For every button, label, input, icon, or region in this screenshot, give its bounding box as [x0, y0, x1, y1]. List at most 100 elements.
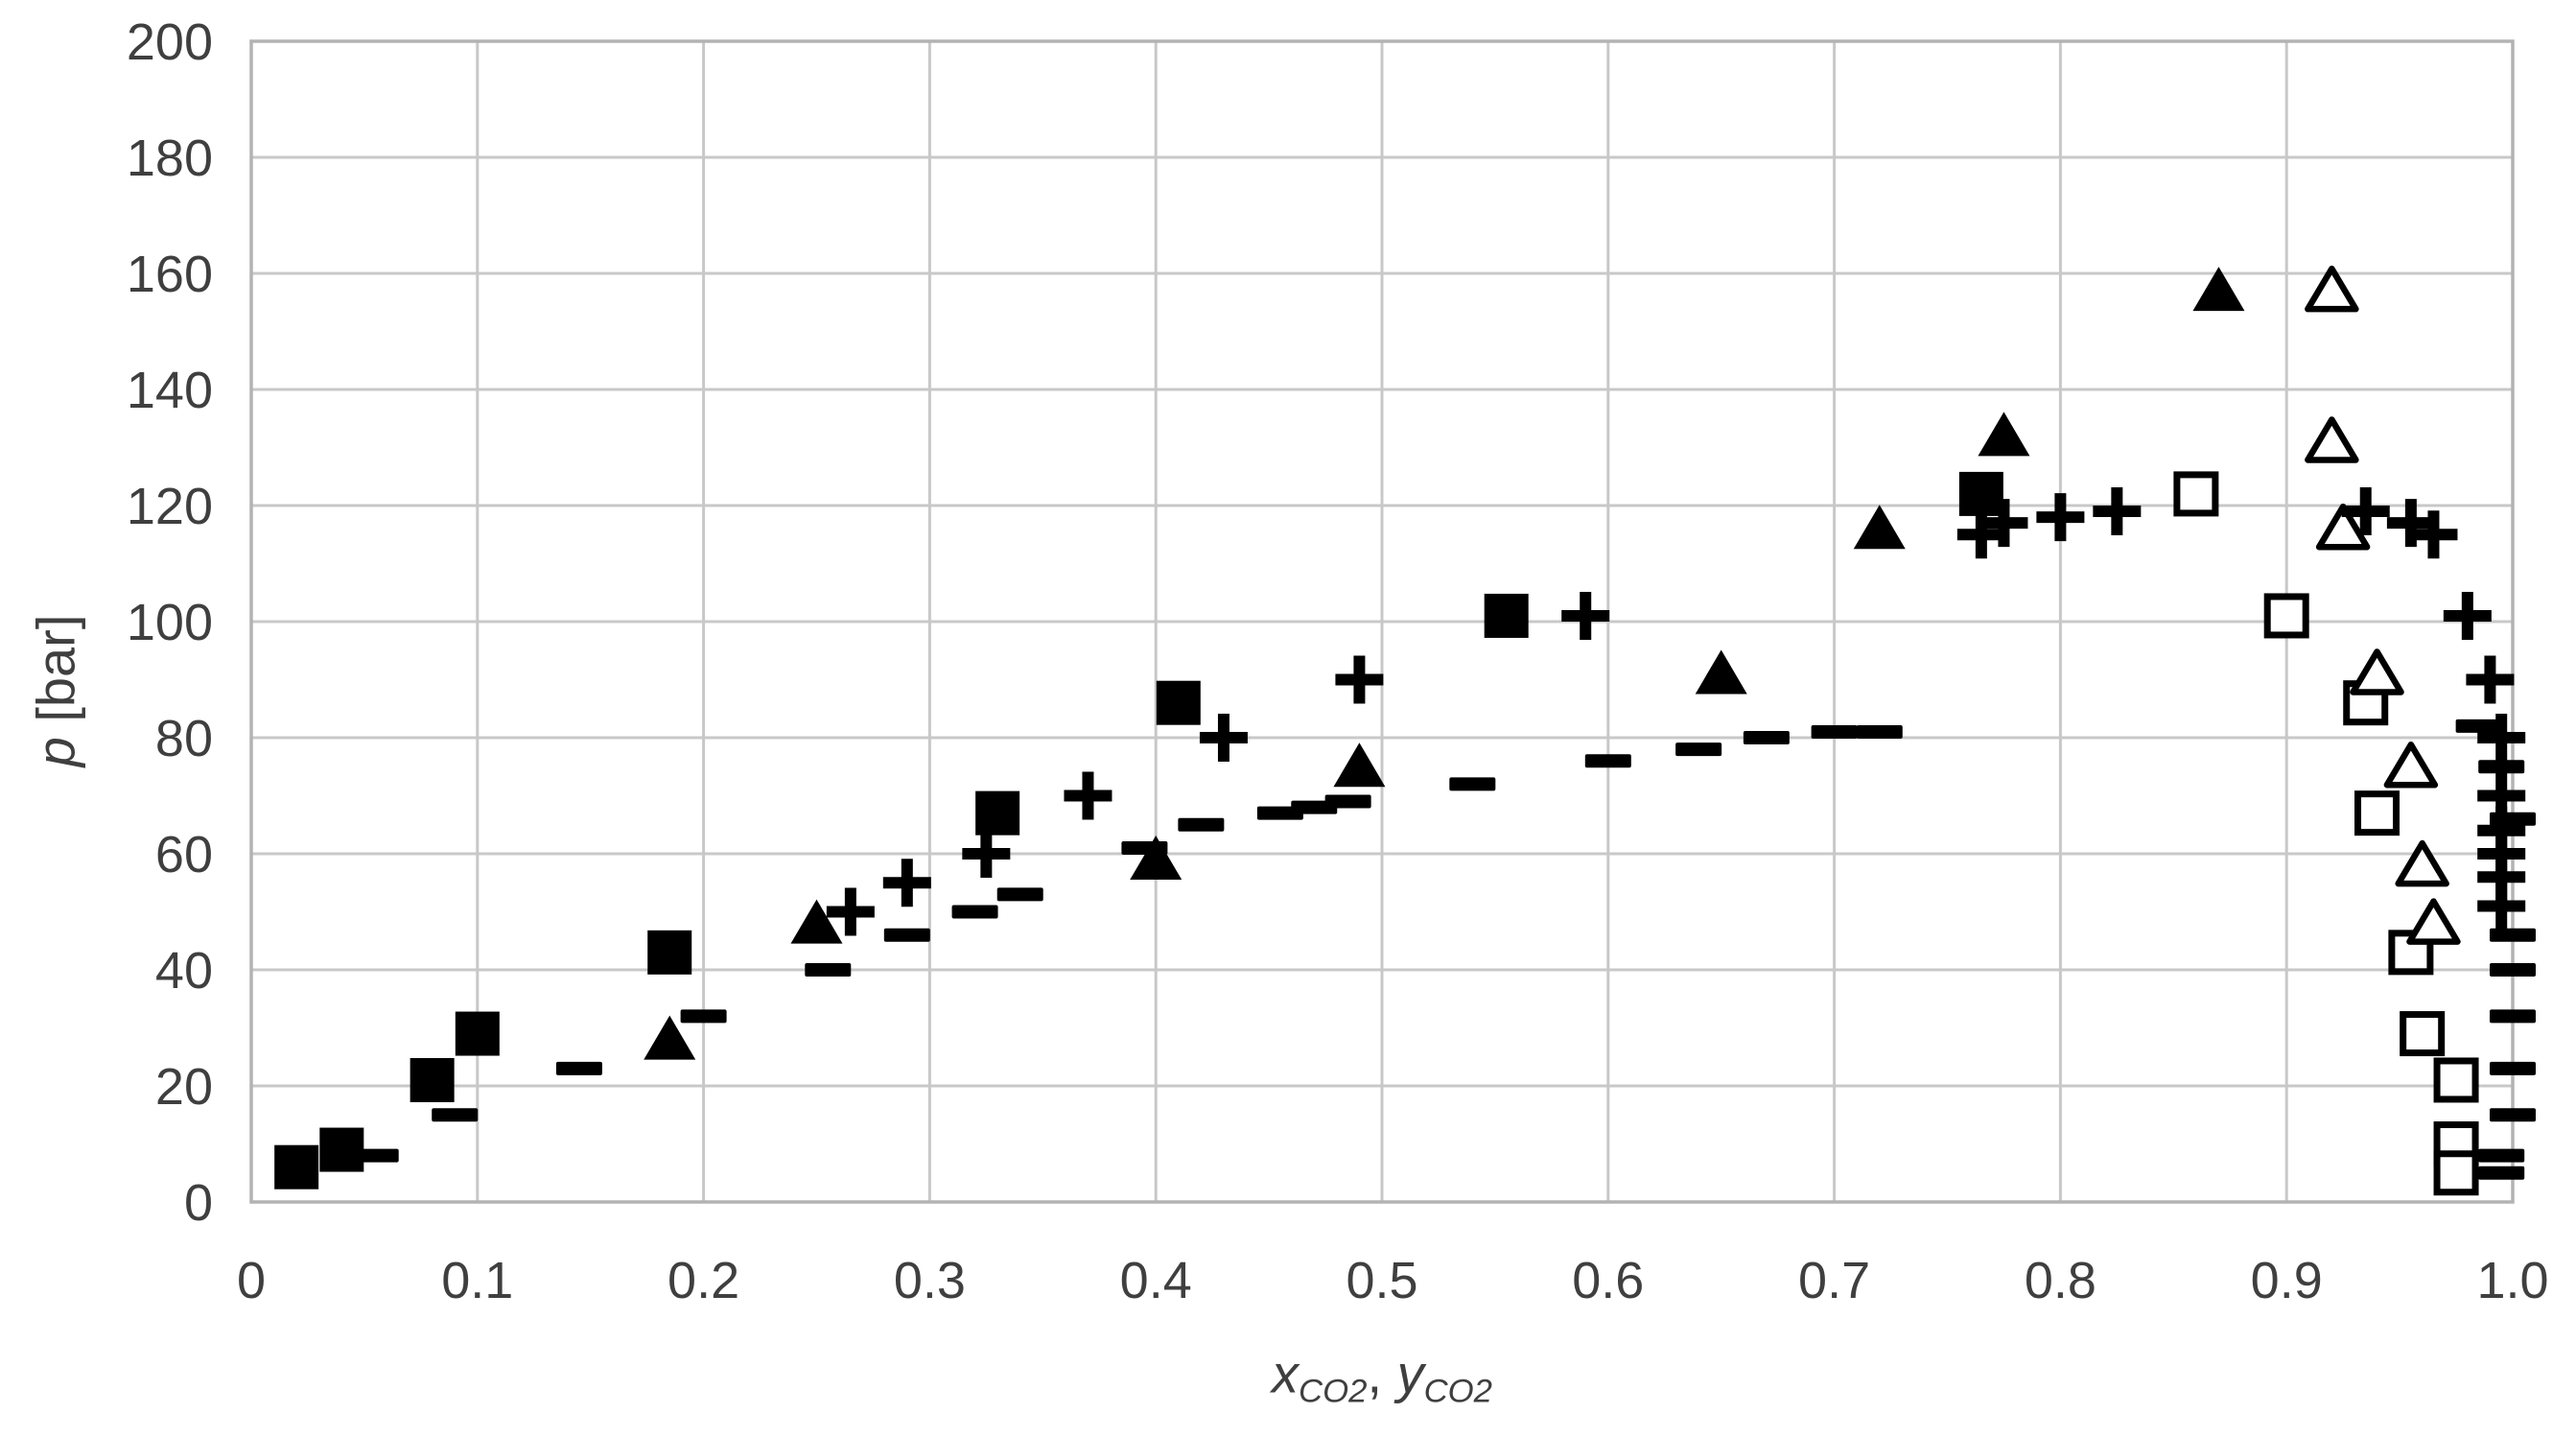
point-filled-triangle — [790, 899, 843, 944]
point-plus — [2409, 510, 2458, 559]
y-tick-label: 40 — [155, 942, 213, 1000]
point-filled-square — [1958, 471, 2003, 516]
point-filled-square — [647, 930, 692, 975]
point-plus — [962, 830, 1011, 878]
x-tick-label: 0.4 — [1120, 1252, 1192, 1309]
x-tick-label: 0.3 — [894, 1252, 966, 1309]
y-tick-label: 80 — [155, 710, 213, 767]
series-filled-square — [274, 471, 2003, 1190]
point-filled-triangle — [1853, 505, 1906, 550]
point-dash — [555, 1061, 602, 1075]
x-tick-label: 0.9 — [2251, 1252, 2323, 1309]
point-open-square — [2173, 471, 2219, 517]
point-dash — [1121, 840, 1168, 855]
x-axis-subscript-1: CO2 — [1299, 1373, 1368, 1410]
series-filled-triangle — [644, 267, 2245, 1060]
point-plus — [2466, 655, 2515, 704]
point-plus — [2093, 487, 2142, 536]
x-tick-label: 0.2 — [667, 1252, 739, 1309]
point-filled-triangle — [2192, 267, 2245, 312]
x-tick-label: 0.5 — [1346, 1252, 1417, 1309]
point-filled-square — [455, 1011, 500, 1056]
point-plus — [1199, 714, 1248, 762]
x-tick-label: 0 — [237, 1252, 266, 1309]
point-plus — [882, 859, 931, 907]
point-plus — [1979, 499, 2028, 548]
point-open-square — [2433, 1150, 2479, 1196]
point-open-triangle — [2305, 416, 2359, 463]
x-axis-separator: , — [1367, 1343, 1397, 1404]
point-filled-triangle — [1333, 742, 1386, 788]
series-dash — [352, 718, 2536, 1180]
point-filled-square — [1484, 593, 1529, 638]
y-tick-label: 60 — [155, 826, 213, 883]
point-open-triangle — [2395, 839, 2449, 887]
point-plus — [1561, 591, 1610, 640]
plot-border — [249, 39, 2515, 1204]
point-dash — [1811, 724, 1858, 739]
y-axis-unit: [bar] — [25, 614, 86, 722]
point-dash — [951, 905, 998, 919]
y-tick-label: 160 — [127, 246, 213, 303]
point-filled-square — [975, 790, 1020, 836]
point-dash — [2490, 1108, 2536, 1122]
point-dash — [680, 1009, 727, 1024]
x-axis-title: xCO2, yCO2 — [1272, 1343, 1492, 1410]
point-dash — [1178, 817, 1225, 832]
point-dash — [352, 1148, 399, 1163]
point-plus — [2036, 493, 2085, 542]
x-tick-label: 0.7 — [1798, 1252, 1870, 1309]
point-dash — [1743, 731, 1790, 744]
point-dash — [1856, 724, 1903, 739]
point-filled-triangle — [1130, 836, 1183, 881]
point-plus — [2477, 714, 2526, 762]
point-filled-square — [274, 1144, 319, 1190]
point-dash — [2490, 1009, 2536, 1024]
y-tick-label: 180 — [127, 130, 213, 187]
x-axis-subscript-2: CO2 — [1423, 1373, 1492, 1410]
point-dash — [883, 928, 930, 942]
point-open-square — [2354, 790, 2400, 836]
point-filled-triangle — [1695, 649, 1747, 695]
point-filled-triangle — [644, 1015, 696, 1060]
point-dash — [432, 1108, 479, 1122]
y-tick-label: 140 — [127, 362, 213, 419]
point-plus — [2386, 499, 2435, 548]
point-dash — [1584, 754, 1631, 768]
point-open-triangle — [2350, 648, 2404, 695]
point-dash — [2455, 718, 2502, 733]
point-plus — [826, 887, 875, 936]
x-tick-label: 0.8 — [2025, 1252, 2096, 1309]
point-dash — [2478, 760, 2525, 774]
point-dash — [1324, 794, 1371, 809]
point-open-triangle — [2305, 265, 2359, 313]
series-open-triangle — [2305, 265, 2461, 945]
point-open-triangle — [2315, 503, 2371, 551]
x-tick-label: 1.0 — [2476, 1252, 2548, 1309]
point-open-square — [2433, 1057, 2479, 1103]
x-axis-variable-1: x — [1272, 1343, 1300, 1404]
point-plus — [2477, 853, 2526, 902]
y-axis-title: p [bar] — [25, 615, 87, 767]
point-plus — [2443, 591, 2492, 640]
point-plus — [1064, 771, 1112, 820]
point-dash — [2478, 1148, 2525, 1163]
point-dash — [2490, 812, 2536, 826]
point-plus — [1956, 510, 2005, 559]
y-tick-label: 120 — [127, 478, 213, 535]
point-dash — [805, 963, 852, 977]
point-open-square — [2400, 1011, 2446, 1057]
point-dash — [2490, 928, 2536, 942]
series-plus — [826, 487, 2526, 936]
gridlines — [249, 39, 2515, 1204]
point-dash — [1449, 777, 1496, 791]
point-plus — [1335, 655, 1384, 704]
point-dash — [2490, 963, 2536, 977]
x-tick-labels: 0 0.1 0.2 0.3 0.4 0.5 0.6 0.7 0.8 0.9 1.0 — [237, 1252, 2549, 1309]
y-tick-label: 20 — [155, 1058, 213, 1116]
y-tick-label: 200 — [127, 13, 213, 71]
x-axis-variable-2: y — [1396, 1343, 1424, 1404]
point-plus — [2341, 487, 2390, 536]
